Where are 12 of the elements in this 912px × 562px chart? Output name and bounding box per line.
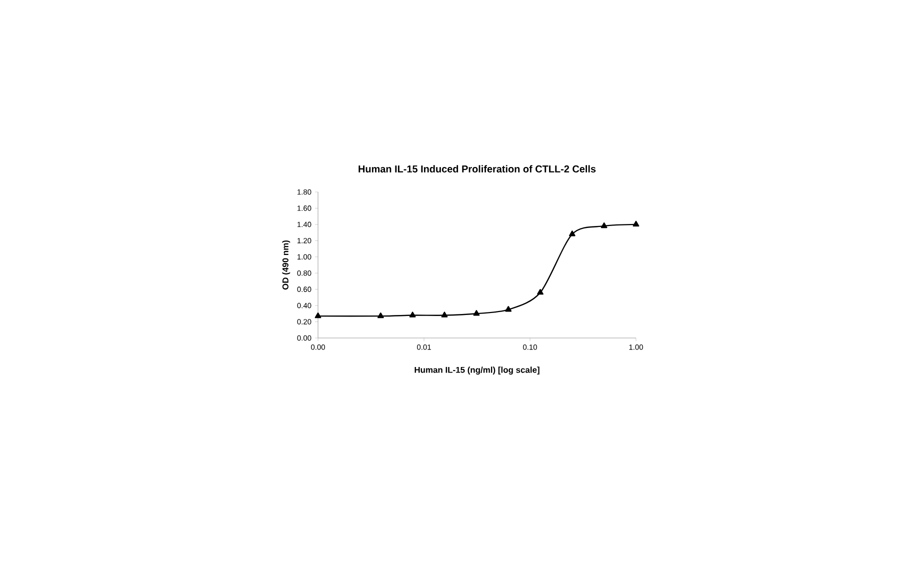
point — [505, 306, 512, 312]
y-axis-title: OD (490 nm) — [282, 240, 290, 290]
point — [600, 222, 608, 228]
x-axis-title: Human IL-15 (ng/ml) [log scale] — [414, 366, 540, 375]
point — [568, 230, 576, 236]
point — [377, 312, 384, 318]
point — [409, 312, 416, 318]
chart-title: Human IL-15 Induced Proliferation of CTLL-2 Cells — [358, 165, 596, 172]
point — [632, 220, 640, 227]
point — [537, 288, 544, 295]
point — [473, 310, 480, 316]
point — [441, 312, 448, 318]
